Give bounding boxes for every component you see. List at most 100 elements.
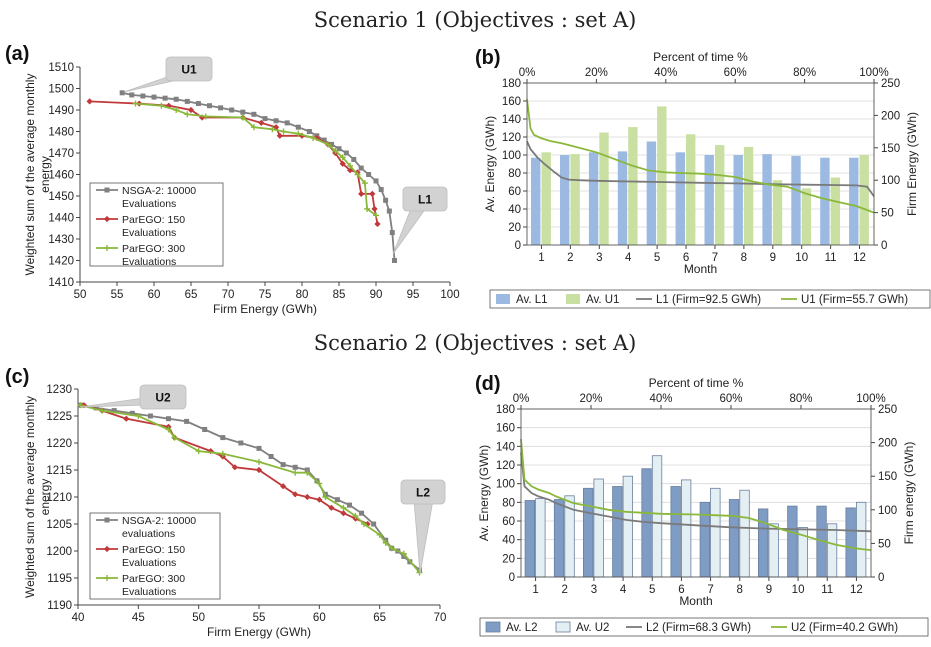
- y-axis-label: Av. Energy (GWh): [483, 116, 497, 212]
- data-point: [184, 98, 190, 104]
- x-tick-label: 70: [434, 612, 447, 624]
- top-tick-label: 20%: [585, 67, 608, 79]
- legend-marker: [104, 187, 110, 193]
- bar: [768, 523, 779, 578]
- bar: [758, 508, 769, 578]
- data-point: [334, 497, 340, 503]
- panel-c: (c) 40 45 50 55 60 65 70 1190 1195 1200 1205 1210 121…: [5, 366, 446, 639]
- y2-tick-label: 100: [881, 175, 900, 187]
- data-point: [240, 109, 246, 115]
- data-point: [295, 124, 301, 130]
- bar: [762, 154, 772, 245]
- panel-label: (b): [475, 47, 501, 69]
- bar: [646, 141, 657, 245]
- callout-u1: U1: [123, 56, 213, 93]
- y-tick-label: 1450: [48, 191, 74, 203]
- data-point: [369, 190, 376, 197]
- y-tick-label: 40: [502, 535, 515, 547]
- data-point: [347, 502, 352, 508]
- bar: [856, 501, 867, 578]
- top-tick-label: 60%: [719, 393, 742, 405]
- data-point: [292, 464, 298, 470]
- data-point: [321, 137, 327, 143]
- data-point: [351, 156, 357, 162]
- x-tick-label: 95: [407, 289, 420, 301]
- data-point: [280, 462, 286, 468]
- series-line: [80, 404, 421, 574]
- bar: [657, 106, 667, 246]
- panel-b: (b) 0 20 40 60 80 100 120 140 160 180 0 50 100 150 200 2…: [475, 47, 931, 309]
- callout-label: U2: [155, 391, 171, 405]
- data-point: [328, 504, 335, 511]
- y2-tick-label: 250: [878, 404, 897, 416]
- data-point: [262, 116, 268, 122]
- x-tick-label: 10: [792, 584, 805, 596]
- top-tick-label: 80%: [789, 393, 812, 405]
- scenario-1-title: Scenario 1 (Objectives : set A): [314, 8, 637, 32]
- y-tick-label: 1510: [48, 62, 74, 74]
- y2-tick-label: 100: [878, 505, 897, 517]
- x-tick-label: 9: [766, 584, 772, 596]
- data-point: [129, 410, 135, 416]
- bar: [743, 146, 754, 245]
- data-point: [304, 493, 311, 501]
- data-point: [268, 454, 274, 459]
- legend-entry-cont: Evaluations: [122, 227, 176, 239]
- x-tick-label: 11: [825, 252, 837, 264]
- x-tick-label: 7: [712, 252, 718, 264]
- legend-entry-cont: Evaluations: [122, 557, 176, 569]
- y-tick-label: 100: [496, 479, 515, 491]
- y-tick-label: 100: [502, 150, 521, 162]
- x-tick-label: 65: [185, 289, 198, 301]
- x-tick-label: 1: [532, 584, 538, 596]
- data-point: [374, 220, 381, 228]
- callout-u2: U2: [79, 384, 187, 410]
- y-tick-label: 80: [502, 497, 515, 509]
- y2-tick-label: 50: [878, 538, 891, 550]
- bar: [699, 501, 710, 578]
- panel-label: (d): [475, 373, 501, 395]
- bar: [787, 505, 798, 578]
- x-tick-label: 12: [853, 252, 866, 264]
- legend-marker: [104, 517, 110, 523]
- data-point: [392, 258, 397, 263]
- y-tick-label: 40: [508, 204, 521, 216]
- panel-a: (a) 50 55 60 65 70 75 80 85 90 95 100 1410 1420 1430 14…: [5, 43, 460, 316]
- legend-entry: Av. L1: [516, 294, 548, 306]
- callout-box: [165, 56, 213, 82]
- x-tick-label: 75: [259, 289, 272, 301]
- bar: [541, 152, 551, 245]
- top-axis-label: Percent of time %: [653, 50, 748, 64]
- x-axis-label: Month: [679, 594, 712, 608]
- legend-entry-cont: Evaluations: [122, 586, 176, 598]
- x-tick-label: 40: [72, 612, 85, 624]
- duration-curve: [520, 439, 872, 551]
- legend-swatch: [555, 621, 571, 633]
- top-tick-label: 100%: [859, 67, 888, 79]
- legend-entry-cont: Evaluations: [122, 198, 176, 210]
- y-tick-label: 1190: [47, 600, 72, 612]
- x-tick-label: 50: [192, 612, 205, 624]
- legend-box: [489, 289, 931, 309]
- top-tick-label: 40%: [649, 393, 672, 405]
- data-point: [162, 95, 168, 101]
- bar: [728, 499, 740, 578]
- legend-entry-cont: evaluations: [122, 528, 175, 540]
- data-point: [195, 101, 201, 107]
- x-tick-label: 85: [333, 289, 346, 301]
- data-point: [123, 415, 130, 422]
- x-tick-label: 3: [596, 252, 602, 264]
- bar: [599, 132, 609, 245]
- bar: [651, 455, 663, 578]
- legend-box: [89, 182, 224, 267]
- x-axis-label: Firm Energy (GWh): [213, 302, 317, 316]
- legend-swatch: [485, 621, 501, 633]
- y-tick-label: 1230: [46, 384, 72, 396]
- x-tick-label: 55: [111, 289, 124, 301]
- y-tick-label: 180: [496, 404, 515, 416]
- bar: [622, 475, 633, 578]
- panel-label: (c): [5, 366, 29, 388]
- top-tick-label: 0%: [519, 67, 536, 79]
- data-point: [251, 111, 257, 117]
- y-axis-label: Weighted sum of the average monthly: [23, 74, 37, 276]
